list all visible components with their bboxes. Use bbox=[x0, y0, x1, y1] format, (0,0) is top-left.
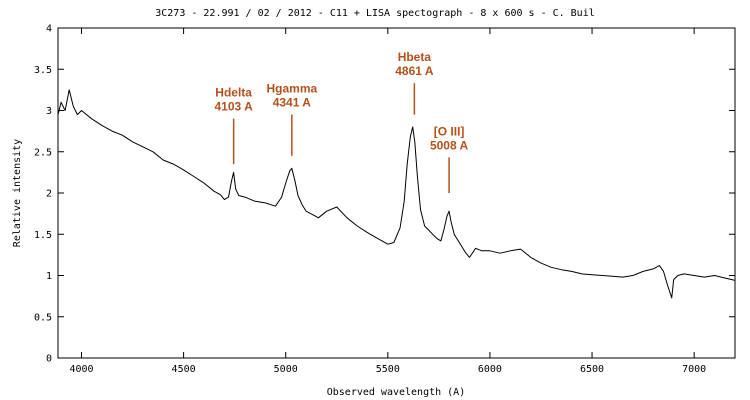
y-tick-label: 2 bbox=[46, 189, 52, 200]
plot-frame bbox=[57, 27, 736, 359]
x-tick-label: 7000 bbox=[682, 364, 706, 375]
annotation-wavelength: 4103 A bbox=[215, 100, 254, 114]
y-tick-label: 2.5 bbox=[34, 147, 52, 158]
y-tick-label: 3 bbox=[46, 106, 52, 117]
x-tick-label: 5000 bbox=[274, 364, 298, 375]
x-tick-label: 6500 bbox=[580, 364, 604, 375]
x-tick-label: 4000 bbox=[69, 364, 93, 375]
chart-title: 3C273 - 22.991 / 02 / 2012 - C11 + LISA … bbox=[155, 8, 595, 19]
y-tick-label: 0 bbox=[46, 354, 52, 365]
y-tick-label: 0.5 bbox=[34, 312, 52, 323]
y-axis-label: Relative intensity bbox=[12, 139, 23, 247]
x-tick-label: 5500 bbox=[376, 364, 400, 375]
x-axis-label: Observed wavelength (A) bbox=[327, 387, 465, 398]
annotation-wavelength: 5008 A bbox=[430, 138, 469, 152]
y-tick-label: 1.5 bbox=[34, 230, 52, 241]
annotation-wavelength: 4861 A bbox=[395, 64, 434, 78]
axis-ticks: 4000 4500 5000 5500 6000 6500 7000 0 0.5 1 1.5 2 2.5… bbox=[34, 24, 735, 375]
annotation-wavelength: 4341 A bbox=[273, 96, 312, 110]
annotation-name: Hdelta bbox=[215, 86, 252, 100]
spectrum-line bbox=[57, 89, 736, 299]
x-tick-label: 4500 bbox=[172, 364, 196, 375]
y-tick-label: 1 bbox=[46, 271, 52, 282]
y-tick-label: 3.5 bbox=[34, 65, 52, 76]
x-tick-label: 6000 bbox=[478, 364, 502, 375]
annotation-name: [O III] bbox=[434, 124, 465, 138]
spectrum-series bbox=[57, 89, 736, 299]
annotation-name: Hbeta bbox=[398, 50, 432, 64]
y-tick-label: 4 bbox=[46, 24, 52, 35]
annotation-name: Hgamma bbox=[266, 82, 317, 96]
